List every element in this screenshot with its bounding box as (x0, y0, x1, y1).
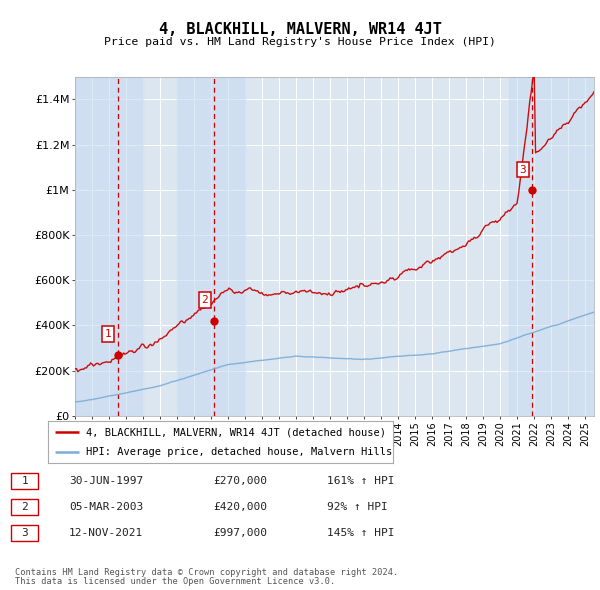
Text: 12-NOV-2021: 12-NOV-2021 (69, 528, 143, 537)
Text: 92% ↑ HPI: 92% ↑ HPI (327, 502, 388, 512)
Text: 145% ↑ HPI: 145% ↑ HPI (327, 528, 395, 537)
Text: 05-MAR-2003: 05-MAR-2003 (69, 502, 143, 512)
Text: £997,000: £997,000 (213, 528, 267, 537)
Text: 2: 2 (202, 295, 208, 305)
Text: 3: 3 (520, 165, 526, 175)
Bar (75, 77, 143, 416)
Text: 1: 1 (105, 329, 112, 339)
Text: 3: 3 (21, 528, 28, 537)
Text: £270,000: £270,000 (213, 476, 267, 486)
Bar (177, 77, 245, 416)
Text: HPI: Average price, detached house, Malvern Hills: HPI: Average price, detached house, Malv… (86, 447, 392, 457)
Text: Contains HM Land Registry data © Crown copyright and database right 2024.: Contains HM Land Registry data © Crown c… (15, 568, 398, 577)
Bar (509, 77, 594, 416)
Text: 30-JUN-1997: 30-JUN-1997 (69, 476, 143, 486)
Text: 4, BLACKHILL, MALVERN, WR14 4JT (detached house): 4, BLACKHILL, MALVERN, WR14 4JT (detache… (86, 427, 386, 437)
Text: £420,000: £420,000 (213, 502, 267, 512)
Text: 4, BLACKHILL, MALVERN, WR14 4JT: 4, BLACKHILL, MALVERN, WR14 4JT (158, 22, 442, 37)
Text: Price paid vs. HM Land Registry's House Price Index (HPI): Price paid vs. HM Land Registry's House … (104, 37, 496, 47)
Text: 2: 2 (21, 502, 28, 512)
Text: This data is licensed under the Open Government Licence v3.0.: This data is licensed under the Open Gov… (15, 578, 335, 586)
Text: 161% ↑ HPI: 161% ↑ HPI (327, 476, 395, 486)
Text: 1: 1 (21, 476, 28, 486)
